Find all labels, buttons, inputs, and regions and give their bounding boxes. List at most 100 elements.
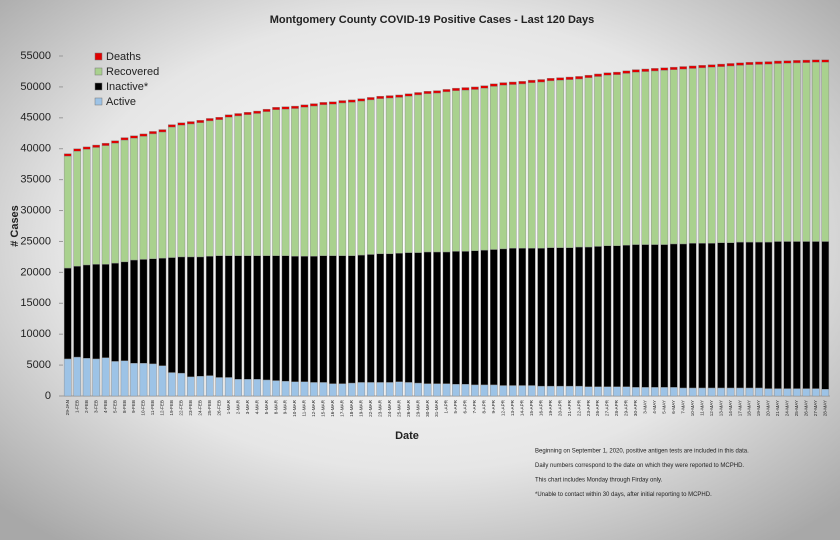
- bar-segment: [348, 382, 356, 397]
- bar-segment: [385, 382, 394, 397]
- bar-segment: [130, 363, 138, 397]
- bar-segment: [433, 383, 441, 397]
- bar-segment: [120, 139, 129, 263]
- bar-segment: [622, 244, 631, 387]
- x-tick-label: 21-MAY: [775, 400, 780, 416]
- bar-segment: [508, 81, 517, 85]
- bar-segment: [736, 62, 744, 66]
- x-tick-label: 14-APR: [519, 399, 524, 416]
- bar-segment: [196, 376, 205, 397]
- bar-segment: [641, 68, 650, 72]
- bar-segment: [537, 248, 545, 387]
- bar-segment: [205, 118, 214, 122]
- bar-segment: [348, 99, 356, 103]
- bar-segment: [452, 90, 460, 252]
- bar-segment: [575, 78, 583, 248]
- bar-segment: [215, 255, 224, 378]
- bar-segment: [565, 247, 574, 387]
- bar-segment: [376, 253, 385, 383]
- x-tick-label: 5-APR: [453, 399, 458, 413]
- x-tick-label: 1-FEB: [74, 400, 79, 413]
- legend-swatch: [94, 82, 103, 91]
- bar-segment: [584, 74, 593, 78]
- bar-segment: [556, 247, 564, 387]
- bar-segment: [376, 98, 385, 255]
- bar-segment: [613, 245, 621, 387]
- x-tick-label: 29-APR: [624, 399, 629, 416]
- bar-segment: [546, 80, 555, 248]
- bar-segment: [196, 122, 205, 258]
- bar-segment: [130, 259, 138, 364]
- bar-segment: [622, 73, 631, 246]
- bar-segment: [73, 265, 82, 358]
- bar-segment: [660, 244, 669, 388]
- bar-segment: [423, 93, 432, 253]
- x-tick-label: 26-FEB: [216, 400, 221, 416]
- x-tick-label: 19-MAY: [756, 400, 761, 416]
- x-tick-label: 21-APR: [567, 399, 572, 416]
- bar-segment: [357, 98, 366, 102]
- bar-segment: [414, 382, 422, 397]
- x-tick-label: 18-MAY: [747, 400, 752, 416]
- bar-segment: [243, 255, 252, 380]
- x-tick-label: 2-FEB: [84, 400, 89, 413]
- x-tick-label: 17-MAR: [340, 399, 345, 417]
- bar-segment: [234, 115, 242, 256]
- bar-segment: [149, 131, 157, 135]
- bar-segment: [73, 148, 82, 152]
- x-tick-label: 29-MAR: [415, 399, 420, 417]
- bar-segment: [802, 59, 811, 63]
- bar-segment: [111, 361, 119, 397]
- bar-segment: [139, 133, 148, 137]
- bar-segment: [187, 121, 195, 125]
- bar-segment: [111, 262, 119, 362]
- note: This chart includes Monday through Firda…: [535, 478, 663, 484]
- bar-segment: [73, 150, 82, 267]
- bar-segment: [508, 84, 517, 249]
- bar-segment: [168, 124, 176, 128]
- x-tick-label: 15-APR: [529, 399, 534, 416]
- bar-segment: [300, 104, 309, 108]
- bar-segment: [215, 119, 224, 256]
- bar-segment: [811, 59, 820, 63]
- bar-segment: [745, 61, 754, 65]
- bar-segment: [395, 94, 403, 98]
- bar-segment: [575, 246, 583, 387]
- bar-segment: [423, 383, 432, 397]
- x-tick-label: 9-APR: [491, 399, 496, 413]
- bar-segment: [499, 385, 508, 397]
- bar-segment: [404, 382, 413, 397]
- bar-segment: [234, 255, 242, 380]
- bar-segment: [461, 251, 470, 385]
- bar-segment: [310, 382, 318, 397]
- bar-segment: [508, 385, 517, 397]
- x-tick-label: 22-APR: [576, 399, 581, 416]
- x-tick-label: 1-MAR: [226, 399, 231, 414]
- bar-segment: [565, 79, 574, 248]
- bar-segment: [130, 135, 138, 139]
- bar-segment: [158, 257, 167, 366]
- x-tick-label: 3-FEB: [93, 400, 98, 413]
- bar-segment: [774, 63, 782, 242]
- bar-segment: [811, 62, 820, 242]
- bar-segment: [395, 97, 403, 254]
- bar-segment: [329, 255, 337, 384]
- x-tick-label: 26-MAR: [406, 399, 411, 417]
- bar-segment: [366, 382, 375, 397]
- bar-segment: [338, 102, 347, 256]
- bar-segment: [717, 66, 725, 243]
- bar-segment: [471, 384, 479, 397]
- bar-segment: [726, 387, 735, 397]
- x-tick-label: 30-MAR: [425, 399, 430, 417]
- bar-segment: [139, 259, 148, 364]
- bar-segment: [499, 248, 508, 386]
- bar-segment: [291, 105, 299, 109]
- bar-segment: [262, 379, 271, 397]
- legend-label: Active: [106, 96, 136, 108]
- bar-segment: [168, 257, 176, 373]
- bar-segment: [187, 376, 195, 397]
- bar-segment: [584, 386, 593, 397]
- bar-segment: [168, 126, 176, 258]
- x-tick-label: 12-APR: [501, 399, 506, 416]
- x-tick-label: 22-MAR: [368, 399, 373, 417]
